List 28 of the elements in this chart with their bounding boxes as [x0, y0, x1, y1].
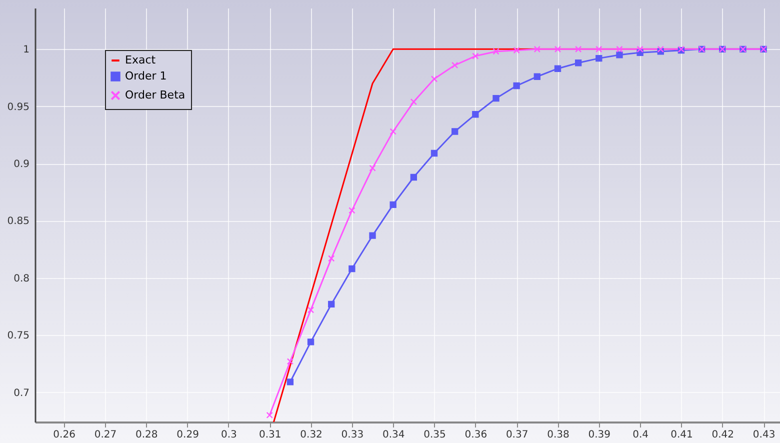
x-tick-label: 0.34	[382, 430, 405, 440]
x-tick-label: 0.27	[94, 430, 117, 440]
y-tick-label: 0.8	[14, 273, 30, 284]
legend-label: Order 1	[125, 70, 167, 82]
x-tick-label: 0.26	[53, 430, 76, 440]
x-tick-label: 0.29	[176, 430, 199, 440]
x-tick-label: 0.3	[221, 430, 237, 440]
x-tick-label: 0.37	[506, 430, 528, 440]
x-tick-label: 0.38	[547, 430, 570, 440]
x-tick-label: 0.31	[258, 430, 282, 440]
y-tick-label: 0.85	[7, 216, 30, 228]
x-tick-label: 0.41	[670, 430, 693, 440]
y-tick-label: 0.9	[14, 159, 30, 170]
x-tick-label: 0.43	[752, 430, 776, 440]
y-tick-label: 0.75	[7, 330, 30, 342]
x-tick-label: 0.42	[712, 430, 734, 440]
x-tick-label: 0.39	[588, 430, 611, 440]
x-tick-label: 0.28	[136, 430, 158, 440]
x-tick-label: 0.36	[464, 430, 488, 440]
y-tick-label: 0.95	[7, 102, 30, 113]
x-tick-label: 0.4	[632, 430, 649, 440]
x-tick-label: 0.32	[300, 430, 322, 440]
legend-label: Exact	[125, 54, 156, 66]
x-tick-label: 0.35	[424, 430, 446, 440]
y-tick-label: 1	[23, 44, 30, 56]
legend-label: Order Beta	[125, 88, 186, 102]
y-tick-label: 0.7	[14, 388, 30, 399]
x-tick-label: 0.33	[341, 430, 364, 440]
